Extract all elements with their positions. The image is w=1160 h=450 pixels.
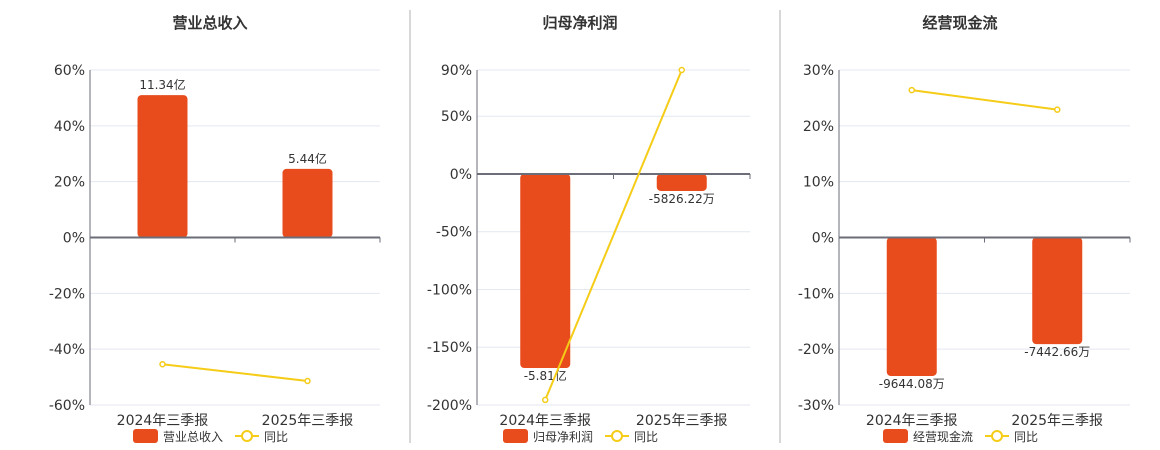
bar [520, 173, 571, 369]
yoy-point [678, 66, 685, 74]
y-tick-label: -150% [427, 340, 472, 356]
bar-value-label: -5826.22万 [649, 192, 715, 206]
y-tick-label: -100% [427, 282, 472, 298]
bar [282, 168, 333, 238]
yoy-point [304, 377, 311, 385]
yoy-point [542, 396, 549, 404]
legend-line-marker [991, 430, 1003, 442]
yoy-point [908, 86, 915, 94]
y-tick-label: -20% [798, 342, 834, 358]
legend-bar-swatch [503, 429, 528, 443]
y-tick-label: 50% [441, 109, 472, 125]
bar-value-label: -7442.66万 [1024, 345, 1090, 359]
legend-bar-label: 归母净利润 [533, 430, 593, 444]
x-tick-label: 2025年三季报 [262, 413, 354, 429]
y-tick-label: 60% [54, 63, 85, 79]
yoy-point [1054, 106, 1061, 113]
legend-line-marker [611, 430, 623, 442]
chart-1: 营业总收入 60% 40% 20% 0% -20% -40% -60% 11.34亿 2024年三… [49, 14, 381, 444]
y-tick-label: 10% [803, 175, 834, 191]
y-tick-label: -20% [49, 286, 85, 302]
chart-3: 经营现金流 30% 20% 10% 0% -10% -20% -30% -9644.08万 202… [798, 14, 1131, 444]
yoy-line [544, 69, 683, 401]
x-tick-label: 2025年三季报 [636, 413, 728, 429]
bar-value-label: 5.44亿 [288, 151, 327, 166]
bar [1032, 237, 1083, 345]
x-tick-label: 2025年三季报 [1011, 413, 1103, 429]
legend-line-label: 同比 [1014, 430, 1038, 444]
y-tick-label: 30% [803, 63, 834, 79]
chart-title: 经营现金流 [922, 14, 997, 32]
legend-line-label: 同比 [264, 430, 288, 444]
y-tick-label: 40% [54, 119, 85, 135]
y-tick-label: 20% [803, 119, 834, 135]
y-tick-label: 0% [450, 167, 472, 183]
y-tick-label: 0% [63, 231, 85, 247]
chart-title: 营业总收入 [172, 14, 247, 32]
legend-line-marker [241, 430, 253, 442]
y-tick-label: -60% [49, 398, 85, 414]
y-tick-label: 90% [441, 63, 472, 79]
chart-2: 归母净利润 90% 50% 0% -50% -100% -150% -200% -5.81亿 20… [427, 14, 751, 444]
yoy-point [159, 360, 166, 368]
y-tick-label: -200% [427, 398, 472, 414]
y-tick-label: -40% [49, 342, 85, 358]
yoy-line [162, 363, 308, 382]
y-tick-label: 0% [812, 231, 834, 247]
bar [656, 173, 707, 191]
bar [886, 237, 937, 376]
bar-value-label: 11.34亿 [139, 77, 185, 92]
x-tick-label: 2024年三季报 [499, 413, 591, 429]
y-tick-label: 20% [54, 175, 85, 191]
y-tick-label: -10% [798, 286, 834, 302]
legend-bar-label: 经营现金流 [913, 429, 973, 444]
legend-bar-swatch [883, 429, 908, 443]
legend-line-label: 同比 [634, 430, 658, 444]
legend-bar-swatch [133, 429, 158, 443]
yoy-line [911, 89, 1058, 111]
chart-title: 归母净利润 [542, 14, 617, 32]
bar-value-label: -5.81亿 [524, 368, 567, 383]
bar [137, 95, 188, 238]
y-tick-label: -30% [798, 398, 834, 414]
x-tick-label: 2024年三季报 [117, 413, 209, 429]
legend-bar-label: 营业总收入 [163, 430, 223, 444]
y-tick-label: -50% [436, 225, 472, 241]
bar-value-label: -9644.08万 [879, 377, 945, 391]
x-tick-label: 2024年三季报 [866, 413, 958, 429]
